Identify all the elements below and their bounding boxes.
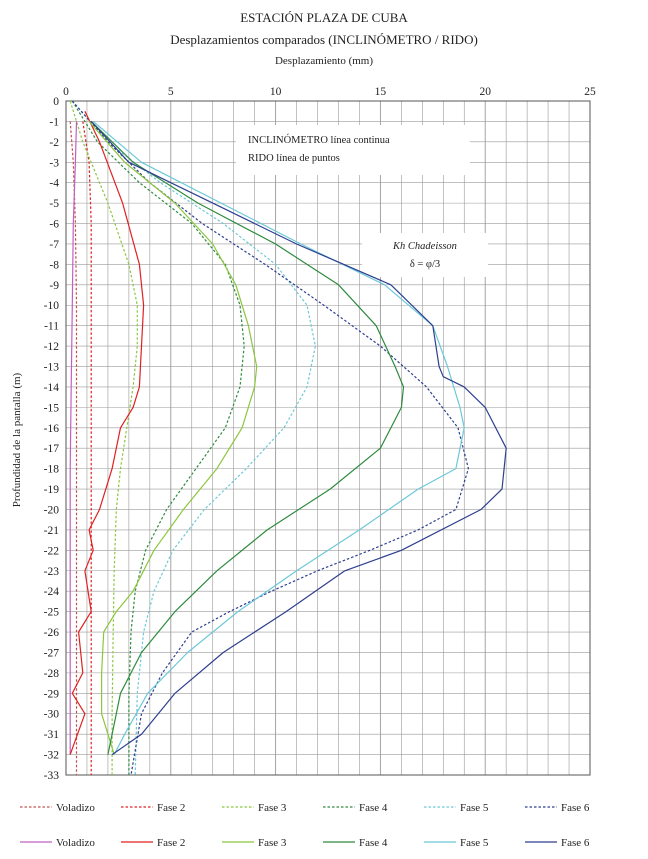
chart-subtitle: Desplazamientos comparados (INCLINÓMETRO…: [170, 32, 478, 47]
x-tick-label: 20: [479, 86, 491, 98]
y-tick-label: -30: [44, 709, 60, 721]
y-tick-label: -9: [49, 280, 59, 292]
annotation-delta: δ = φ/3: [410, 259, 440, 270]
y-tick-label: -29: [44, 688, 60, 700]
series-solid-fase-4: [90, 120, 405, 755]
plot-grid: [65, 100, 591, 776]
x-axis-label: Desplazamiento (mm): [275, 55, 373, 67]
annotation-rido: RIDO línea de puntos: [248, 153, 340, 164]
series-solid-voladizo: [69, 121, 78, 755]
y-tick-label: -7: [49, 239, 59, 251]
series-solid-fase-2: [69, 110, 145, 755]
legend-label: Fase 6: [561, 837, 590, 849]
legend-label: Fase 5: [460, 837, 489, 849]
x-tick-label: 25: [584, 86, 596, 98]
legend-label: Voladizo: [56, 837, 95, 849]
annotation-kh: Kh Chadeisson: [392, 241, 457, 252]
chart-title: ESTACIÓN PLAZA DE CUBA: [240, 10, 408, 25]
y-tick-label: -32: [44, 750, 60, 762]
y-tick-label: -3: [49, 157, 59, 169]
series-solid-fase-3: [88, 121, 258, 755]
y-tick-label: -13: [44, 362, 60, 374]
series-dotted-fase-4: [71, 100, 245, 775]
x-tick-label: 0: [63, 86, 69, 98]
y-tick-label: -4: [49, 178, 59, 190]
series-dotted-fase-2: [82, 121, 92, 775]
series-dotted-fase-5: [71, 100, 316, 776]
x-tick-label: 15: [375, 86, 387, 98]
annotation-method: Kh Chadeisson δ = φ/3: [362, 233, 488, 277]
y-tick-label: -5: [49, 198, 59, 210]
y-tick-label: -12: [44, 341, 60, 353]
y-tick-label: -18: [44, 464, 60, 476]
plot-frame: [65, 100, 591, 776]
y-tick-label: 0: [53, 96, 59, 108]
y-tick-label: -19: [44, 484, 60, 496]
y-tick-label: -20: [44, 504, 60, 516]
legend-label: Fase 4: [359, 837, 388, 849]
legend-label: Voladizo: [56, 802, 95, 814]
series-dotted-fase-6: [71, 100, 469, 776]
legend-label: Fase 6: [561, 802, 590, 814]
y-tick-label: -6: [49, 219, 59, 231]
series-solid-fase-6: [90, 120, 507, 756]
legend-label: Fase 4: [359, 802, 388, 814]
y-tick-label: -15: [44, 402, 60, 414]
y-tick-label: -25: [44, 607, 60, 619]
legend-label: Fase 5: [460, 802, 489, 814]
series-dotted-fase-3: [69, 100, 138, 775]
y-tick-label: -11: [44, 321, 59, 333]
y-tick-label: -10: [44, 300, 60, 312]
x-tick-label: 5: [168, 86, 174, 98]
y-tick-label: -33: [44, 770, 60, 782]
y-tick-labels: 0 -1 -2 -3 -4 -5 -6 -7 -8 -9 -10 -11 -12 -13 -14 -15 -16…: [44, 96, 60, 782]
x-tick-labels: 0 5 10 15 20 25: [63, 86, 596, 98]
legend-label: Fase 3: [258, 802, 287, 814]
series-dotted-voladizo: [69, 121, 78, 775]
y-tick-label: -2: [49, 137, 59, 149]
y-tick-label: -31: [44, 729, 60, 741]
y-tick-label: -23: [44, 566, 60, 578]
series-solid-fase-5: [92, 120, 465, 755]
y-tick-label: -8: [49, 259, 59, 271]
y-tick-label: -1: [49, 116, 59, 128]
series-lines: [69, 100, 507, 776]
y-axis-label: Profundidad de la pantalla (m): [11, 372, 23, 507]
y-tick-label: -27: [44, 647, 60, 659]
legend-label: Fase 2: [157, 802, 185, 814]
y-tick-label: -24: [44, 586, 60, 598]
y-tick-label: -17: [44, 443, 60, 455]
annotation-inclinometro: INCLINÓMETRO línea continua: [248, 134, 390, 146]
legend-label: Fase 3: [258, 837, 287, 849]
legend-label: Fase 2: [157, 837, 185, 849]
y-tick-label: -16: [44, 423, 60, 435]
y-tick-label: -28: [44, 668, 60, 680]
y-tick-label: -21: [44, 525, 60, 537]
y-tick-label: -22: [44, 545, 60, 557]
y-tick-label: -26: [44, 627, 60, 639]
legend: Voladizo Fase 2 Fase 3 Fase 4 Fase 5 Fase 6 Vo…: [20, 802, 590, 849]
y-tick-label: -14: [44, 382, 60, 394]
x-tick-label: 10: [270, 86, 282, 98]
annotation-line-style: INCLINÓMETRO línea continua RIDO línea d…: [236, 125, 470, 175]
